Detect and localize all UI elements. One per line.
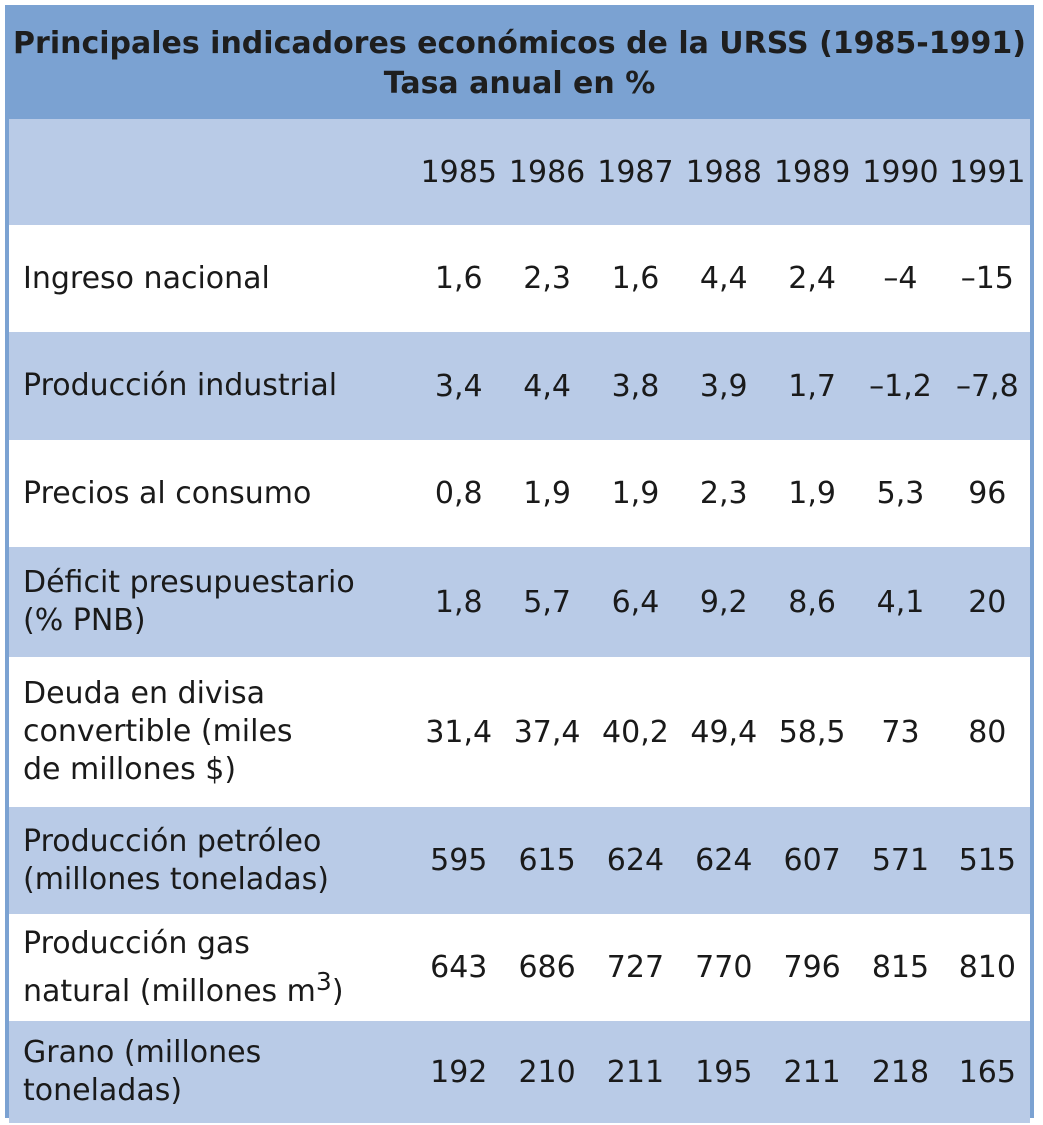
year-header-cell: 1986: [508, 154, 586, 190]
row-label: Grano (millones toneladas): [23, 1035, 262, 1108]
value-cell: 1,9: [523, 476, 571, 511]
year-header-cell: 1987: [597, 154, 674, 190]
row-label: Producción petróleo (millones toneladas): [23, 823, 329, 897]
value-cell: 615: [518, 843, 576, 878]
value-cell: 210: [518, 1054, 576, 1090]
value-cell: 96: [968, 476, 1007, 511]
value-cell: 49,4: [690, 714, 758, 750]
value-cell: 2,3: [523, 261, 571, 296]
value-cell: 624: [695, 843, 753, 878]
value-cell: 8,6: [788, 584, 836, 620]
value-cell: 40,2: [602, 714, 669, 750]
value-cell: 5,7: [523, 584, 571, 620]
value-cell: 165: [958, 1054, 1016, 1090]
value-cell: –7,8: [955, 368, 1019, 404]
value-cell: 58,5: [778, 714, 846, 750]
row-label: Deuda en divisa convertible (miles de mill…: [23, 676, 293, 787]
row-label: Producción gas natural (millones m3): [23, 925, 344, 1009]
value-cell: 211: [783, 1054, 841, 1090]
value-cell: 1,9: [788, 476, 836, 511]
header-blank-cell: [9, 119, 415, 225]
row-label: Déficit presupuestario (% PNB): [23, 565, 355, 638]
value-cell: 73: [881, 714, 920, 750]
value-cell: 1,8: [434, 584, 483, 620]
title-line-1: Principales indicadores económicos de la…: [13, 26, 1026, 61]
value-cell: 1,6: [611, 261, 660, 296]
table-row: Grano (millones toneladas) 192 210 211 19…: [9, 1021, 1030, 1123]
value-cell: 643: [430, 950, 488, 985]
year-header-cell: 1985: [420, 154, 497, 190]
value-cell: 195: [695, 1054, 753, 1090]
value-cell: 31,4: [425, 714, 493, 750]
value-cell: 815: [871, 950, 930, 985]
value-cell: 4,4: [523, 368, 571, 404]
value-cell: 607: [783, 843, 841, 878]
value-cell: 218: [871, 1054, 930, 1090]
table-row: Precios al consumo 0,8 1,9 1,9 2,3 1,9 5…: [9, 440, 1030, 547]
year-header-cell: 1990: [862, 154, 939, 190]
title-line-2: Tasa anual en %: [383, 66, 656, 101]
value-cell: 571: [871, 843, 930, 878]
value-cell: 1,7: [788, 368, 836, 404]
value-cell: 9,2: [699, 584, 748, 620]
value-cell: 595: [430, 843, 488, 878]
table-row: Producción petróleo (millones toneladas) …: [9, 807, 1030, 914]
value-cell: 37,4: [513, 714, 581, 750]
value-cell: 192: [430, 1054, 488, 1090]
value-cell: 4,4: [699, 261, 748, 296]
table-row: Producción industrial 3,4 4,4 3,8 3,9 1,…: [9, 332, 1030, 440]
value-cell: 686: [518, 950, 576, 985]
row-label: Ingreso nacional: [23, 260, 270, 296]
value-cell: 3,8: [611, 368, 660, 404]
value-cell: 4,1: [876, 584, 925, 620]
value-cell: –4: [883, 261, 918, 296]
value-cell: 5,3: [876, 476, 925, 511]
value-cell: 770: [695, 950, 753, 985]
value-cell: 3,9: [699, 368, 748, 404]
value-cell: 727: [606, 950, 665, 985]
value-cell: 624: [606, 843, 665, 878]
year-header-cell: 1989: [773, 154, 851, 190]
value-cell: 0,8: [434, 476, 483, 511]
value-cell: 796: [783, 950, 841, 985]
row-label: Producción industrial: [23, 368, 338, 403]
value-cell: –15: [960, 261, 1014, 296]
year-header-cell: 1991: [949, 154, 1026, 190]
value-cell: 1,6: [434, 261, 483, 296]
row-label: Precios al consumo: [23, 475, 312, 511]
value-cell: 20: [968, 584, 1007, 620]
year-header-row: 1985 1986 1987 1988 1989 1990 1991: [9, 119, 1030, 225]
value-cell: 515: [958, 843, 1016, 878]
value-cell: 2,4: [788, 261, 836, 296]
table-frame: Principales indicadores económicos de la…: [5, 5, 1034, 1123]
value-cell: 211: [606, 1054, 665, 1090]
table-row: Ingreso nacional 1,6 2,3 1,6 4,4 2,4 –4 …: [9, 225, 1030, 332]
value-cell: 3,4: [434, 368, 483, 404]
table-row: Déficit presupuestario (% PNB) 1,8 5,7 6,…: [9, 547, 1030, 657]
value-cell: 6,4: [611, 584, 660, 620]
table-row: Producción gas natural (millones m3) 643 …: [9, 914, 1030, 1021]
value-cell: 810: [958, 950, 1016, 985]
year-header-cell: 1988: [685, 154, 762, 190]
table-title: Principales indicadores económicos de la…: [9, 9, 1030, 119]
value-cell: 2,3: [699, 476, 748, 511]
table-row: Deuda en divisa convertible (miles de mill…: [9, 657, 1030, 807]
value-cell: 1,9: [611, 476, 660, 511]
indicators-table: 1985 1986 1987 1988 1989 1990 1991 Ingre…: [9, 119, 1030, 1123]
value-cell: –1,2: [869, 368, 932, 404]
superscript-3: 3: [315, 966, 332, 996]
value-cell: 80: [968, 714, 1007, 750]
